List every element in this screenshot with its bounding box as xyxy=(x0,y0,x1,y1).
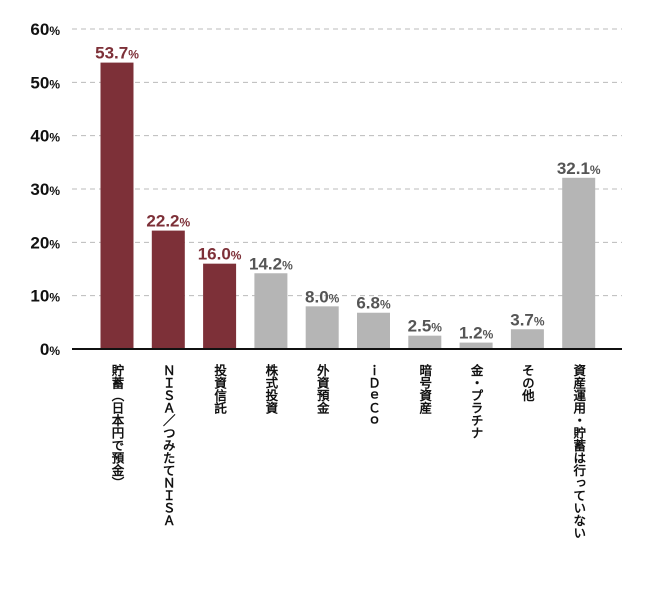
data-label: 14.2% xyxy=(249,254,293,273)
y-tick-value: 50 xyxy=(30,73,49,92)
data-label-unit: % xyxy=(282,258,293,272)
y-tick-label: 30% xyxy=(30,180,60,199)
y-tick-value: 20 xyxy=(30,233,49,252)
y-tick-label: 50% xyxy=(30,73,60,92)
y-tick-value: 40 xyxy=(30,127,49,146)
data-label: 1.2% xyxy=(459,324,494,343)
data-label-value: 3.7 xyxy=(510,310,534,329)
y-tick-label: 0% xyxy=(40,340,60,359)
category-label: ＮＩＳＡ／つみたてＮＩＳＡ xyxy=(161,364,176,527)
data-label-value: 2.5 xyxy=(408,317,432,336)
category-label: ｉＤｅＣｏ xyxy=(366,364,381,427)
category-label: 投資信託 xyxy=(212,363,227,415)
y-tick-unit: % xyxy=(49,344,60,358)
data-label: 53.7% xyxy=(95,44,139,63)
bar xyxy=(408,335,442,349)
data-label: 3.7% xyxy=(510,310,545,329)
bar xyxy=(305,306,339,349)
y-tick-unit: % xyxy=(49,24,60,38)
y-tick-unit: % xyxy=(49,184,60,198)
y-tick-value: 60 xyxy=(30,20,49,39)
category-label: 資産運用・貯蓄は行っていない xyxy=(571,363,586,539)
data-label-unit: % xyxy=(483,328,494,342)
data-label-value: 14.2 xyxy=(249,254,282,273)
data-label-unit: % xyxy=(590,163,601,177)
category-label: 金・プラチナ xyxy=(469,363,484,439)
data-labels: 53.7%22.2%16.0% 14.2%8.0% 6.8%2.5% 1.2%3.7%… xyxy=(95,44,601,343)
data-label-unit: % xyxy=(128,48,139,62)
data-label-value: 8.0 xyxy=(305,287,329,306)
bars xyxy=(100,62,596,349)
bar xyxy=(357,312,390,349)
data-label-value: 53.7 xyxy=(95,44,128,63)
data-label-value: 22.2 xyxy=(146,212,179,231)
data-label-unit: % xyxy=(329,291,340,305)
data-label: 32.1% xyxy=(557,159,601,178)
y-tick-label: 40% xyxy=(30,127,60,146)
y-tick-unit: % xyxy=(49,291,60,305)
category-label: 貯蓄（日本円で預金） xyxy=(110,363,125,489)
data-label-value: 16.0 xyxy=(198,245,231,264)
bar xyxy=(562,177,596,349)
y-tick-label: 60% xyxy=(30,20,60,39)
category-label: 外資預金 xyxy=(315,363,330,415)
data-label: 8.0% xyxy=(305,287,340,306)
y-tick-value: 0 xyxy=(40,340,49,359)
data-label-unit: % xyxy=(231,249,242,263)
y-axis-ticks: 0%10%20%30%40%50%60% xyxy=(30,20,60,359)
data-label-unit: % xyxy=(431,321,442,335)
data-label-value: 6.8 xyxy=(356,294,380,313)
bar xyxy=(459,342,493,349)
bar xyxy=(203,263,237,349)
category-label: 株式投資 xyxy=(263,363,278,415)
y-tick-value: 30 xyxy=(30,180,49,199)
data-label: 6.8% xyxy=(356,294,391,313)
y-tick-label: 10% xyxy=(30,287,60,306)
y-tick-value: 10 xyxy=(30,287,49,306)
category-labels: 貯蓄（日本円で預金） ＮＩＳＡ／つみたてＮＩＳＡ 投資信託 株式投資 外資預金 ｉＤｅＣｏ… xyxy=(110,363,587,539)
bar xyxy=(510,329,544,349)
data-label: 16.0% xyxy=(198,245,242,264)
data-label-unit: % xyxy=(180,216,191,230)
y-tick-unit: % xyxy=(49,77,60,91)
y-tick-unit: % xyxy=(49,131,60,145)
data-label: 22.2% xyxy=(146,212,190,231)
bar xyxy=(254,273,288,349)
y-tick-label: 20% xyxy=(30,233,60,252)
data-label-value: 32.1 xyxy=(557,159,590,178)
category-label: 暗号資産 xyxy=(417,363,432,415)
category-label: その他 xyxy=(520,364,535,402)
data-label-unit: % xyxy=(534,314,545,328)
bar xyxy=(100,62,134,349)
data-label-unit: % xyxy=(380,298,391,312)
bar xyxy=(151,230,185,349)
data-label: 2.5% xyxy=(408,317,443,336)
data-label-value: 1.2 xyxy=(459,324,483,343)
y-tick-unit: % xyxy=(49,237,60,251)
